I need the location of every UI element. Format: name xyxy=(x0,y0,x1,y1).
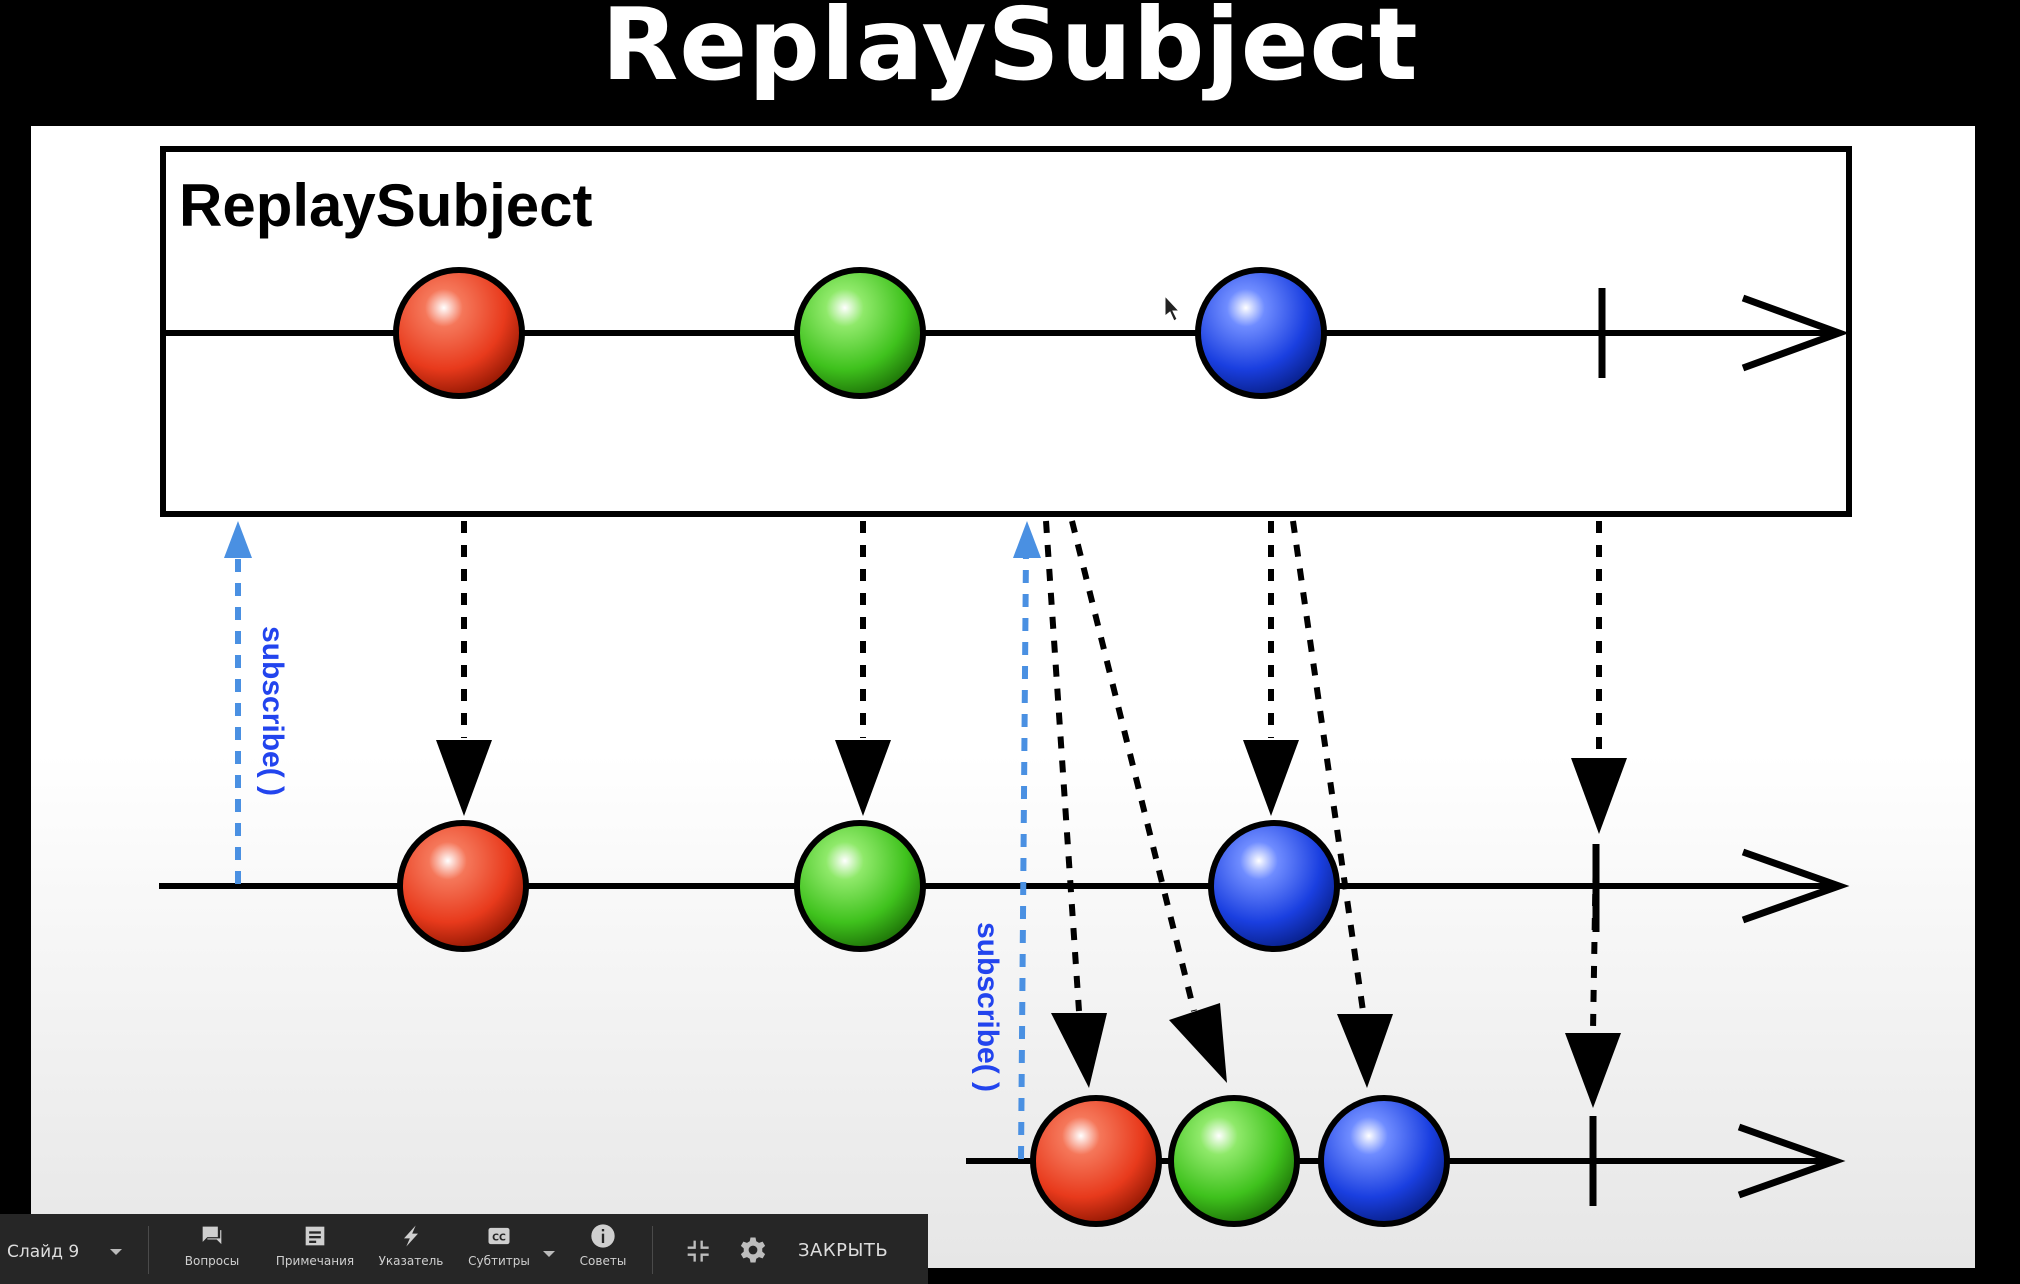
emit-arrowhead-blue-sub1 xyxy=(1243,740,1299,816)
replay-arrow-blue-sub2 xyxy=(1290,520,1366,1012)
notes-button[interactable]: Примечания xyxy=(270,1222,360,1268)
slide-number-label: Слайд 9 xyxy=(7,1242,80,1262)
emit-arrow-complete-sub2 xyxy=(1590,845,1599,1032)
replay-arrow-green-sub2 xyxy=(1069,520,1197,1012)
replay-arrowhead-red-sub2 xyxy=(1051,1013,1107,1088)
subject-box-label: ReplaySubject xyxy=(179,172,592,239)
questions-label: Вопросы xyxy=(184,1254,240,1268)
slide-canvas: ReplaySubject subscribe( ) xyxy=(31,126,1975,1268)
subscribe-2-arrow xyxy=(1018,550,1029,1160)
source-marble-blue xyxy=(1195,267,1327,399)
captions-label: Субтитры xyxy=(468,1254,530,1268)
replay-arrow-red-sub2 xyxy=(1043,520,1082,1012)
sub2-marble-green xyxy=(1168,1095,1300,1227)
tips-label: Советы xyxy=(579,1254,627,1268)
toolbar-divider xyxy=(148,1226,149,1274)
info-icon xyxy=(591,1224,615,1248)
emit-arrowhead-red-sub1 xyxy=(436,740,492,816)
sub2-marble-blue xyxy=(1318,1095,1450,1227)
laser-pointer-button[interactable]: Указатель xyxy=(366,1222,456,1268)
source-marble-red xyxy=(393,267,525,399)
marble-diagram: ReplaySubject subscribe( ) xyxy=(159,146,1852,1227)
close-button[interactable]: ЗАКРЫТЬ xyxy=(798,1240,889,1261)
source-marble-green xyxy=(794,267,926,399)
laser-pointer-icon xyxy=(404,1225,418,1247)
exit-fullscreen-icon[interactable] xyxy=(683,1236,711,1264)
captions-chevron-down-icon[interactable] xyxy=(543,1251,555,1257)
emit-arrowhead-green-sub1 xyxy=(835,740,891,816)
subscribe-1-arrowhead xyxy=(224,521,252,558)
presenter-toolbar: Слайд 9 Вопросы Примечания Указатель CC … xyxy=(0,1214,928,1284)
notes-icon xyxy=(305,1226,325,1246)
laser-pointer-label: Указатель xyxy=(378,1254,444,1268)
subscribe-2-label: subscribe( ) xyxy=(971,922,1004,1092)
closed-captions-icon: CC xyxy=(488,1227,510,1245)
captions-button[interactable]: CC Субтитры xyxy=(454,1222,544,1268)
sub1-marble-green xyxy=(794,820,926,952)
sub2-marble-red xyxy=(1030,1095,1162,1227)
tips-button[interactable]: Советы xyxy=(558,1222,648,1268)
chevron-down-icon xyxy=(110,1249,122,1255)
questions-button[interactable]: Вопросы xyxy=(167,1222,257,1268)
subscribe-1-label: subscribe( ) xyxy=(256,626,289,796)
slide-selector[interactable]: Слайд 9 xyxy=(0,1214,140,1284)
svg-text:CC: CC xyxy=(492,1233,506,1244)
replay-arrowhead-blue-sub2 xyxy=(1337,1014,1393,1088)
notes-label: Примечания xyxy=(275,1254,355,1268)
mouse-cursor-icon xyxy=(1164,294,1181,322)
toolbar-divider xyxy=(652,1226,653,1274)
subscribe-2-arrowhead xyxy=(1013,521,1041,558)
source-timeline-arrowhead xyxy=(1741,294,1850,372)
sub1-marble-red xyxy=(397,820,529,952)
emit-arrowhead-complete-sub2 xyxy=(1565,1033,1621,1108)
chat-bubble-icon xyxy=(202,1226,222,1245)
replay-arrowhead-green-sub2 xyxy=(1169,1003,1227,1083)
gear-icon[interactable] xyxy=(738,1235,768,1265)
subscriber-2-arrowhead xyxy=(1737,1123,1846,1199)
subscriber-1-arrowhead xyxy=(1741,848,1850,924)
emit-arrowhead-complete-sub1 xyxy=(1571,758,1627,834)
sub1-marble-blue xyxy=(1208,820,1340,952)
slide-title: ReplaySubject xyxy=(601,0,1419,103)
